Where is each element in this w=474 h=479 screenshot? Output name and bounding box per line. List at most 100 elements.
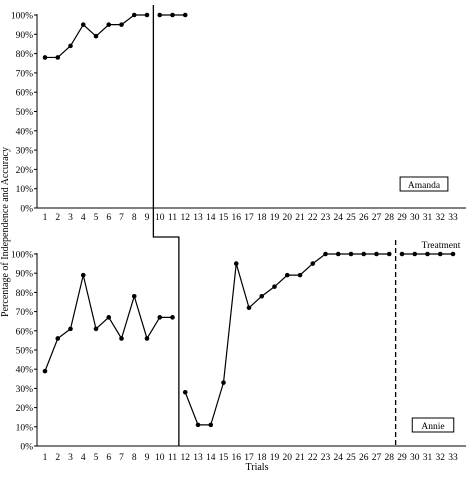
participant-legend-label: Annie bbox=[421, 422, 444, 432]
x-tick-label: 25 bbox=[346, 213, 356, 223]
x-tick-label: 9 bbox=[145, 213, 150, 223]
x-tick-label: 21 bbox=[295, 453, 305, 463]
data-point bbox=[170, 12, 175, 18]
data-point bbox=[208, 422, 214, 428]
x-tick-label: 8 bbox=[132, 453, 137, 463]
x-axis-label: Trials bbox=[246, 462, 269, 473]
x-tick-label: 6 bbox=[106, 453, 111, 463]
data-point bbox=[361, 251, 367, 257]
y-tick-label: 90% bbox=[16, 31, 34, 41]
participant-legend-box bbox=[399, 176, 449, 192]
data-point bbox=[93, 33, 99, 39]
y-tick-label: 100% bbox=[11, 251, 33, 261]
x-tick-label: 15 bbox=[219, 453, 229, 463]
data-point bbox=[374, 251, 379, 257]
data-point bbox=[131, 12, 137, 18]
data-point bbox=[297, 272, 303, 278]
panels-layer: 0%10%20%30%40%50%60%70%80%90%100%1 2 3 4 5 6 7… bbox=[11, 5, 466, 463]
x-tick-label: 14 bbox=[206, 453, 216, 463]
x-tick-label: 20 bbox=[283, 453, 293, 463]
series-line-1 bbox=[44, 274, 173, 372]
x-tick-label: 11 bbox=[168, 213, 177, 223]
x-tick-label: 30 bbox=[410, 213, 420, 223]
x-tick-label: 15 bbox=[219, 213, 229, 223]
x-tick-label: 1 bbox=[43, 213, 48, 223]
x-tick-label: 4 bbox=[81, 453, 86, 463]
data-point bbox=[55, 336, 61, 341]
data-point bbox=[157, 12, 163, 18]
data-point bbox=[68, 326, 73, 332]
x-tick-label: 7 bbox=[119, 453, 124, 463]
data-point bbox=[437, 251, 443, 257]
x-tick-label: 3 bbox=[68, 453, 73, 463]
y-tick-label: 90% bbox=[16, 270, 34, 280]
x-tick-label: 3 bbox=[68, 213, 73, 223]
x-tick-label: 7 bbox=[119, 213, 124, 223]
data-point bbox=[119, 336, 124, 341]
y-tick-label: 80% bbox=[16, 289, 34, 299]
x-tick-label: 18 bbox=[257, 213, 267, 223]
x-tick-label: 32 bbox=[436, 213, 446, 223]
y-tick-label: 20% bbox=[16, 166, 34, 176]
data-point bbox=[221, 380, 226, 385]
data-point bbox=[170, 315, 175, 320]
data-point bbox=[323, 251, 328, 257]
x-tick-label: 23 bbox=[321, 213, 331, 223]
y-tick-label: 10% bbox=[16, 423, 34, 433]
x-tick-label: 32 bbox=[436, 453, 446, 463]
data-point bbox=[195, 422, 201, 428]
data-point bbox=[412, 251, 418, 257]
data-point bbox=[55, 55, 61, 60]
y-tick-label: 0% bbox=[20, 443, 33, 453]
x-tick-label: 9 bbox=[145, 453, 150, 463]
y-tick-label: 30% bbox=[16, 385, 34, 395]
x-tick-label: 4 bbox=[81, 213, 86, 223]
x-tick-label: 5 bbox=[94, 453, 99, 463]
x-tick-label: 27 bbox=[372, 453, 382, 463]
x-tick-label: 25 bbox=[346, 453, 356, 463]
data-point bbox=[106, 315, 112, 320]
treatment-phase-label: Treatment bbox=[422, 241, 461, 251]
x-tick-label: 20 bbox=[283, 213, 293, 223]
x-tick-label: 23 bbox=[321, 453, 331, 463]
x-tick-label: 12 bbox=[181, 213, 191, 223]
y-tick-label: 0% bbox=[20, 205, 33, 215]
data-point bbox=[450, 251, 456, 257]
x-tick-label: 17 bbox=[244, 453, 254, 463]
y-tick-label: 100% bbox=[11, 12, 33, 22]
data-point bbox=[157, 315, 163, 320]
x-tick-label: 6 bbox=[106, 213, 111, 223]
x-tick-label: 16 bbox=[232, 453, 242, 463]
x-tick-label: 29 bbox=[397, 453, 407, 463]
data-point bbox=[106, 22, 112, 27]
x-tick-label: 10 bbox=[155, 213, 165, 223]
x-tick-label: 21 bbox=[295, 213, 305, 223]
y-tick-label: 80% bbox=[16, 50, 34, 60]
y-tick-label: 50% bbox=[16, 347, 34, 357]
x-tick-label: 24 bbox=[334, 453, 344, 463]
x-tick-label: 33 bbox=[448, 453, 458, 463]
phase-change-line bbox=[152, 5, 180, 446]
x-tick-label: 31 bbox=[423, 213, 433, 223]
data-point bbox=[131, 293, 137, 299]
x-tick-label: 18 bbox=[257, 453, 267, 463]
y-tick-label: 60% bbox=[16, 89, 34, 99]
data-point bbox=[284, 272, 290, 278]
y-axis-label: Percentage of Independence and Accuracy bbox=[0, 147, 11, 317]
y-tick-label: 30% bbox=[16, 147, 34, 157]
x-tick-label: 22 bbox=[308, 453, 318, 463]
x-tick-label: 1 bbox=[43, 453, 48, 463]
x-tick-label: 14 bbox=[206, 213, 216, 223]
data-point bbox=[42, 55, 48, 60]
x-tick-label: 19 bbox=[270, 453, 280, 463]
series-line-2 bbox=[184, 253, 390, 426]
data-point bbox=[259, 293, 265, 299]
participant-legend-box bbox=[411, 417, 455, 433]
data-point bbox=[68, 43, 73, 49]
data-point bbox=[42, 368, 48, 374]
x-tick-label: 31 bbox=[423, 453, 433, 463]
x-tick-label: 26 bbox=[359, 453, 369, 463]
data-point bbox=[93, 326, 99, 332]
y-tick-label: 10% bbox=[16, 185, 34, 195]
